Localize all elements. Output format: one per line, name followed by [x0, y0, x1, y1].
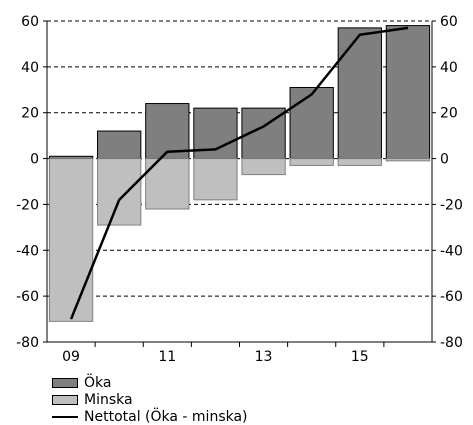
legend-label-minska: Minska: [84, 391, 133, 408]
y-tick-label-left: -80: [16, 335, 39, 351]
y-tick-label-right: -20: [440, 197, 463, 213]
bar-minska: [289, 158, 334, 166]
line-nettotal: [69, 26, 409, 320]
x-tick-label: 11: [158, 349, 176, 365]
y-tick-label-left: -60: [16, 289, 39, 305]
bar-minska: [48, 158, 94, 322]
bar-minska: [193, 158, 238, 201]
legend-label-nettotal: Nettotal (Öka - minska): [84, 408, 248, 425]
bar-minska: [337, 158, 382, 166]
y-tick-label-right: -60: [440, 289, 463, 305]
y-tick-label-left: 40: [21, 60, 39, 76]
y-tick-label-left: 60: [21, 14, 39, 30]
bar-oka: [337, 27, 382, 160]
x-tick-label: 15: [351, 349, 369, 365]
y-tick-label-left: 0: [30, 152, 39, 168]
legend-swatch-nettotal: [52, 415, 78, 418]
bar-minska: [97, 158, 142, 226]
legend-item-oka: Öka: [52, 374, 248, 391]
legend: Öka Minska Nettotal (Öka - minska): [52, 374, 248, 425]
legend-label-oka: Öka: [84, 374, 112, 391]
bar-oka: [145, 103, 190, 160]
y-tick-label-right: 40: [440, 60, 458, 76]
bar-oka: [385, 25, 431, 160]
bar-oka: [289, 86, 334, 160]
x-tick-label: 13: [255, 349, 273, 365]
y-tick-label-left: -20: [16, 197, 39, 213]
y-tick-label-left: -40: [16, 243, 39, 259]
y-tick-label-right: 60: [440, 14, 458, 30]
bar-minska: [241, 158, 286, 176]
y-tick-label-right: -80: [440, 335, 463, 351]
legend-swatch-oka: [52, 377, 78, 388]
y-tick-label-right: -40: [440, 243, 463, 259]
bar-minska: [385, 158, 431, 162]
bar-oka: [97, 130, 142, 160]
legend-item-minska: Minska: [52, 391, 248, 408]
legend-swatch-minska: [52, 394, 78, 405]
y-tick-label-left: 20: [21, 106, 39, 122]
legend-item-nettotal: Nettotal (Öka - minska): [52, 408, 248, 425]
y-tick-label-right: 20: [440, 106, 458, 122]
x-tick-label: 09: [62, 349, 80, 365]
y-tick-label-right: 0: [440, 152, 449, 168]
